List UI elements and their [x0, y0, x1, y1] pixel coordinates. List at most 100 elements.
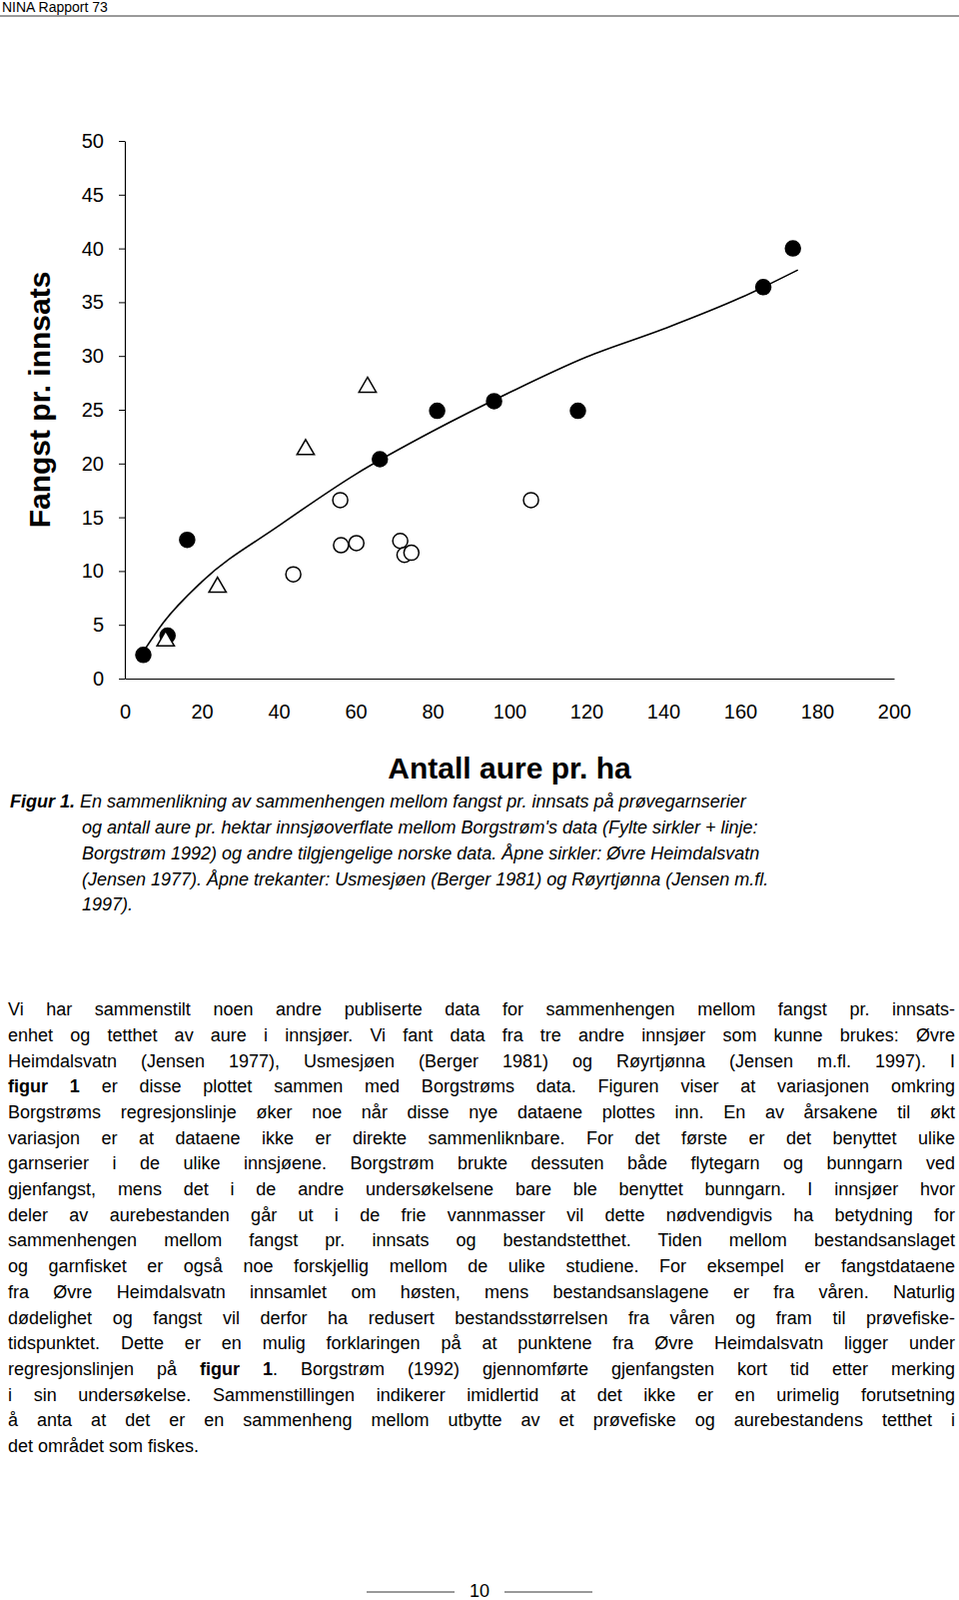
- x-tick: 80: [421, 678, 444, 723]
- y-tick-label: 0: [92, 667, 104, 690]
- y-tick: 40: [81, 237, 125, 260]
- y-tick-label: 40: [81, 237, 104, 260]
- caption-line: og antall aure pr. hektar innsjøoverflat…: [81, 815, 759, 842]
- scatter-series: [156, 376, 376, 646]
- body-line: og garnfisket er også noe forskjellig me…: [7, 1253, 956, 1280]
- body-text: Borgstrøms regresjonslinje øker noe når …: [7, 1101, 956, 1122]
- x-axis: 0 20 40 60 80 100 120 140 160 180 200: [119, 678, 912, 723]
- caption-text: og antall aure pr. hektar innsjøoverflat…: [81, 817, 759, 838]
- y-tick: 50: [81, 129, 125, 152]
- point: [285, 566, 301, 582]
- caption-line: (Jensen 1977). Åpne trekanter: Usmesjøen…: [81, 867, 769, 894]
- point: [486, 393, 502, 409]
- x-tick-label: 20: [190, 700, 213, 723]
- y-tick-mark: [118, 517, 125, 519]
- x-tick: 120: [570, 678, 604, 723]
- y-tick-mark: [118, 248, 125, 250]
- y-tick-label: 20: [81, 452, 104, 475]
- y-tick-mark: [118, 194, 125, 196]
- point: [333, 537, 349, 553]
- body-line: dødelighet og fangst vil derfor ha redus…: [7, 1305, 956, 1332]
- x-tick-label: 140: [647, 700, 681, 723]
- body-text: regresjonslinjen på: [7, 1358, 200, 1379]
- x-tick: 160: [724, 678, 758, 723]
- body-line: Vi har sammenstilt noen andre publiserte…: [7, 996, 956, 1023]
- point: [179, 532, 195, 548]
- body-line: sammenhengen mellom fangst pr. innsats o…: [7, 1227, 956, 1254]
- x-tick-label: 160: [724, 700, 758, 723]
- x-tick: 60: [344, 678, 367, 723]
- body-line: å anta at det er en sammenheng mellom ut…: [7, 1407, 956, 1434]
- header-title: NINA Rapport 73: [1, 0, 108, 15]
- body-line: garnserier i de ulike innsjøene. Borgstr…: [7, 1150, 956, 1177]
- point: [403, 545, 419, 561]
- body-line: Heimdalsvatn (Jensen 1977), Usmesjøen (B…: [7, 1048, 956, 1075]
- x-tick-label: 200: [878, 700, 912, 723]
- plot-area: [135, 240, 801, 663]
- caption-text: 1997).: [81, 894, 133, 915]
- body-text: variasjon er at dataene ikke er direkte …: [7, 1127, 956, 1148]
- point: [570, 403, 586, 419]
- x-axis-line: [125, 678, 896, 680]
- x-tick-label: 120: [570, 700, 604, 723]
- caption-line: Borgstrøm 1992) og andre tilgjengelige n…: [81, 841, 760, 868]
- y-tick-mark: [118, 570, 125, 572]
- point: [208, 577, 226, 593]
- y-tick-label: 10: [81, 559, 104, 582]
- caption-line: 1997).: [81, 892, 133, 919]
- body-text: tidspunktet. Dette er en mulig forklarin…: [7, 1332, 956, 1353]
- regression-line: [142, 269, 798, 652]
- x-tick: 140: [647, 678, 681, 723]
- y-tick-label: 15: [81, 505, 104, 528]
- y-tick-mark: [118, 624, 125, 626]
- body-text: garnserier i de ulike innsjøene. Borgstr…: [7, 1152, 956, 1173]
- body-text: i sin undersøkelse. Sammenstillingen ind…: [7, 1384, 956, 1405]
- page-number: 10: [469, 1580, 490, 1600]
- chart: 0204060801001201401601802000510152025303…: [22, 129, 912, 785]
- y-axis-title: Fangst pr. innsats: [22, 271, 56, 529]
- y-tick-label: 25: [81, 398, 104, 421]
- y-tick: 25: [81, 398, 125, 421]
- body-text: sammenhengen mellom fangst pr. innsats o…: [7, 1229, 956, 1250]
- x-tick-label: 100: [493, 700, 527, 723]
- x-tick: 40: [267, 678, 290, 723]
- y-tick-label: 5: [92, 613, 104, 636]
- y-axis: 05101520253035404550: [81, 129, 126, 690]
- figure-reference: figur 1: [199, 1358, 273, 1379]
- x-tick: 180: [801, 678, 835, 723]
- x-tick: 200: [878, 678, 912, 723]
- caption-text: En sammenlikning av sammenhengen mellom …: [74, 791, 747, 812]
- body-text: fra Øvre Heimdalsvatn innsamlet om høste…: [7, 1281, 956, 1302]
- figure-reference: figur 1: [7, 1075, 80, 1096]
- body-line: variasjon er at dataene ikke er direkte …: [7, 1125, 956, 1152]
- body-text: å anta at det er en sammenheng mellom ut…: [7, 1409, 956, 1430]
- point: [429, 403, 445, 419]
- y-axis-line: [124, 141, 126, 680]
- body-text: er disse plottet sammen med Borgstrøms d…: [79, 1075, 956, 1096]
- body-text: Heimdalsvatn (Jensen 1977), Usmesjøen (B…: [7, 1050, 956, 1071]
- body-line: tidspunktet. Dette er en mulig forklarin…: [7, 1330, 956, 1357]
- x-tick-label: 80: [421, 700, 444, 723]
- y-tick-mark: [118, 140, 125, 142]
- y-tick-mark: [118, 355, 125, 357]
- y-tick: 0: [92, 667, 125, 690]
- point: [296, 439, 314, 455]
- x-tick: 20: [190, 678, 213, 723]
- body-line: regresjonslinjen på figur 1. Borgstrøm (…: [7, 1356, 956, 1383]
- scatter-series: [285, 492, 539, 582]
- body-line: i sin undersøkelse. Sammenstillingen ind…: [7, 1382, 956, 1409]
- body-text: det området som fiskes.: [7, 1435, 199, 1456]
- y-tick-label: 45: [81, 183, 104, 206]
- point: [392, 533, 408, 549]
- y-tick: 15: [81, 505, 125, 528]
- body-text: deler av aurebestanden går ut i de frie …: [7, 1204, 956, 1225]
- y-tick: 5: [92, 613, 125, 636]
- body-line: deler av aurebestanden går ut i de frie …: [7, 1202, 956, 1229]
- y-tick-label: 35: [81, 290, 104, 313]
- body-line: figur 1 er disse plottet sammen med Borg…: [7, 1073, 956, 1100]
- caption-line: Figur 1. En sammenlikning av sammenhenge…: [9, 789, 747, 816]
- x-tick: 0: [119, 678, 131, 723]
- y-tick: 20: [81, 452, 125, 475]
- body-line: Borgstrøms regresjonslinje øker noe når …: [7, 1099, 956, 1126]
- caption-label: Figur 1.: [9, 791, 75, 812]
